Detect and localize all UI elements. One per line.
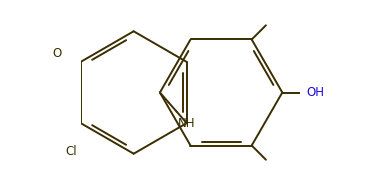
- Text: OH: OH: [306, 86, 324, 99]
- Text: Cl: Cl: [65, 145, 77, 158]
- Text: O: O: [53, 47, 62, 60]
- Text: NH: NH: [178, 117, 195, 130]
